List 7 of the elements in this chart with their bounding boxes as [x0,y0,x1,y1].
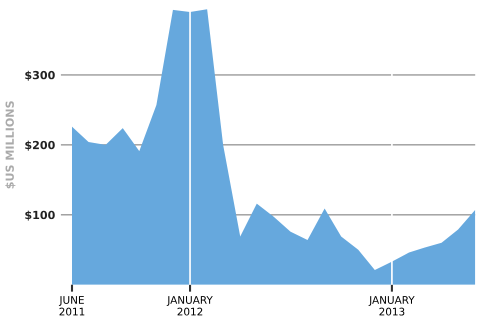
y-axis-title: $US MILLIONS [5,101,16,188]
y-tick-label: $200 [25,140,55,151]
y-tick-label: $300 [25,70,55,81]
x-tick-label: JANUARY 2012 [166,296,213,316]
x-tick-label: JUNE 2011 [58,296,84,316]
x-tick-label: JANUARY 2013 [368,296,415,316]
y-tick-label: $100 [25,210,55,221]
